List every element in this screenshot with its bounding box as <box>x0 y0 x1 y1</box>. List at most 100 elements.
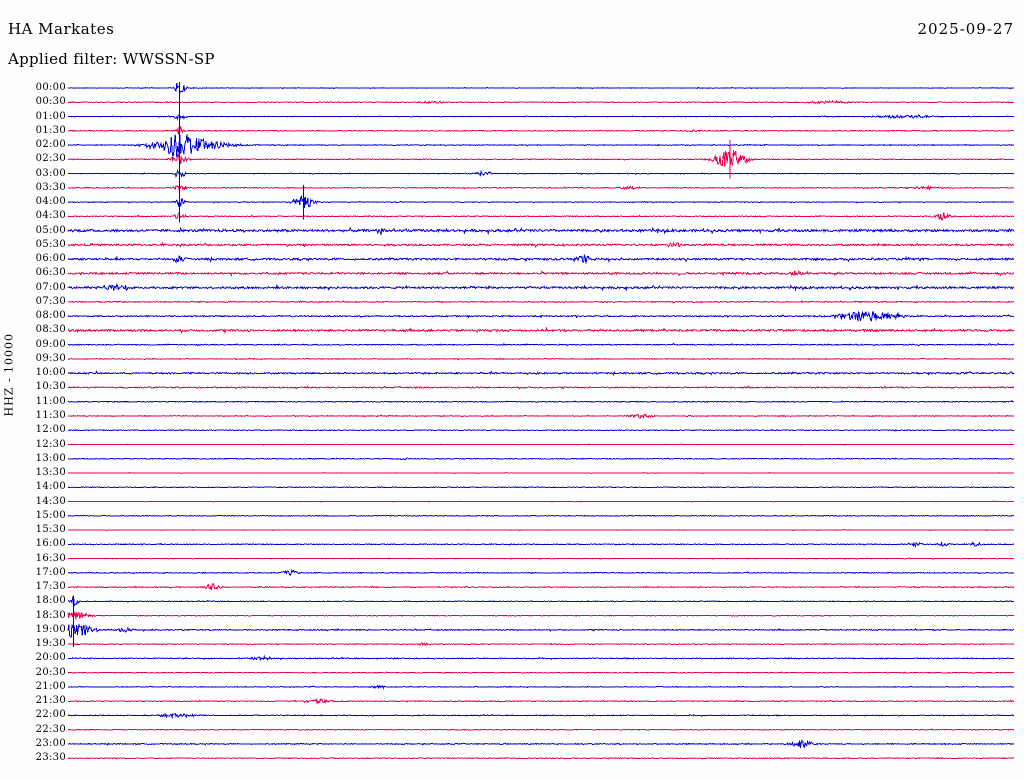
trace-row <box>67 133 1015 159</box>
time-tick-label: 04:00 <box>35 196 66 208</box>
trace-row <box>67 622 1015 639</box>
trace-row <box>67 457 1015 461</box>
trace-row <box>67 150 1015 167</box>
time-tick-label: 18:00 <box>35 595 66 607</box>
time-tick-label: 08:30 <box>35 324 66 336</box>
trace-row <box>67 642 1015 647</box>
time-tick-label: 20:30 <box>35 666 66 678</box>
trace-row <box>67 514 1015 517</box>
trace-row <box>67 385 1015 390</box>
trace-row <box>67 471 1015 475</box>
trace-row <box>67 283 1015 292</box>
time-tick-label: 11:00 <box>35 395 66 407</box>
trace-row <box>67 756 1015 760</box>
time-tick-label: 21:30 <box>35 695 66 707</box>
date-label: 2025-09-27 <box>917 20 1014 38</box>
time-tick-label: 02:00 <box>35 139 66 151</box>
time-tick-label: 09:30 <box>35 352 66 364</box>
time-tick-label: 23:30 <box>35 752 66 764</box>
trace-row <box>67 310 1015 323</box>
trace-row <box>67 241 1015 249</box>
time-tick-label: 20:00 <box>35 652 66 664</box>
trace-row <box>67 582 1015 591</box>
time-tick-label: 05:30 <box>35 238 66 250</box>
time-tick-label: 08:00 <box>35 310 66 322</box>
time-tick-label: 23:00 <box>35 737 66 749</box>
trace-row <box>67 712 1015 720</box>
trace-row <box>67 194 1015 209</box>
time-tick-label: 14:30 <box>35 495 66 507</box>
time-tick-label: 15:30 <box>35 524 66 536</box>
trace-row <box>67 540 1015 548</box>
trace-row <box>67 429 1015 432</box>
time-tick-label: 15:00 <box>35 509 66 521</box>
time-tick-label: 22:30 <box>35 723 66 735</box>
trace-row <box>67 357 1015 361</box>
time-tick-label: 12:00 <box>35 424 66 436</box>
time-tick-label: 13:30 <box>35 467 66 479</box>
time-tick-label: 17:00 <box>35 566 66 578</box>
trace-row <box>67 443 1015 446</box>
time-tick-label: 07:00 <box>35 281 66 293</box>
time-tick-label: 02:30 <box>35 153 66 165</box>
trace-row <box>67 739 1015 749</box>
trace-row <box>67 486 1015 489</box>
time-tick-label: 01:00 <box>35 110 66 122</box>
trace-row <box>67 226 1015 236</box>
time-tick-label: 14:00 <box>35 481 66 493</box>
time-tick-label: 01:30 <box>35 124 66 136</box>
time-tick-label: 21:00 <box>35 680 66 692</box>
time-tick-label: 11:30 <box>35 409 66 421</box>
trace-row <box>67 728 1015 731</box>
trace-row <box>67 655 1015 662</box>
trace-row <box>67 269 1015 278</box>
trace-canvas <box>67 82 1015 760</box>
time-tick-label: 17:30 <box>35 581 66 593</box>
time-tick-label: 03:30 <box>35 181 66 193</box>
time-tick-label: 19:00 <box>35 623 66 635</box>
trace-row <box>67 671 1015 675</box>
time-tick-label: 13:00 <box>35 452 66 464</box>
trace-row <box>67 211 1015 221</box>
trace-row <box>67 413 1015 419</box>
trace-row <box>67 168 1015 179</box>
page-title: HA Markates <box>8 20 115 38</box>
trace-row <box>67 184 1015 191</box>
trace-row <box>67 326 1015 334</box>
trace-row <box>67 82 1015 95</box>
trace-row <box>67 500 1015 503</box>
trace-row <box>67 528 1015 532</box>
time-tick-label: 16:00 <box>35 538 66 550</box>
time-tick-label: 19:30 <box>35 638 66 650</box>
trace-row <box>67 698 1015 705</box>
time-tick-label: 06:30 <box>35 267 66 279</box>
trace-row <box>67 370 1015 376</box>
time-tick-label: 07:30 <box>35 295 66 307</box>
time-tick-label: 06:00 <box>35 253 66 265</box>
time-tick-label: 10:30 <box>35 381 66 393</box>
time-tick-label: 00:00 <box>35 82 66 93</box>
trace-row <box>67 99 1015 105</box>
time-tick-label: 16:30 <box>35 552 66 564</box>
time-tick-label: 12:30 <box>35 438 66 450</box>
trace-row <box>67 114 1015 121</box>
time-tick-label: 05:00 <box>35 224 66 236</box>
time-tick-label: 18:30 <box>35 609 66 621</box>
time-tick-label: 10:00 <box>35 367 66 379</box>
trace-row <box>67 611 1015 620</box>
filter-label: Applied filter: WWSSN-SP <box>8 50 215 68</box>
time-tick-label: 09:00 <box>35 338 66 350</box>
time-tick-label: 04:30 <box>35 210 66 222</box>
trace-row <box>67 253 1015 264</box>
trace-row <box>67 568 1015 576</box>
trace-row <box>67 400 1015 404</box>
trace-row <box>67 342 1015 347</box>
trace-row <box>67 595 1015 607</box>
time-tick-label: 03:00 <box>35 167 66 179</box>
trace-row <box>67 557 1015 560</box>
seismogram-plot: 00:00 00:30 01:00 01:30 02:00 02:30 03:00 03:30… <box>0 78 1024 778</box>
time-tick-label: 00:30 <box>35 96 66 108</box>
trace-row <box>67 126 1015 135</box>
trace-row <box>67 684 1015 690</box>
